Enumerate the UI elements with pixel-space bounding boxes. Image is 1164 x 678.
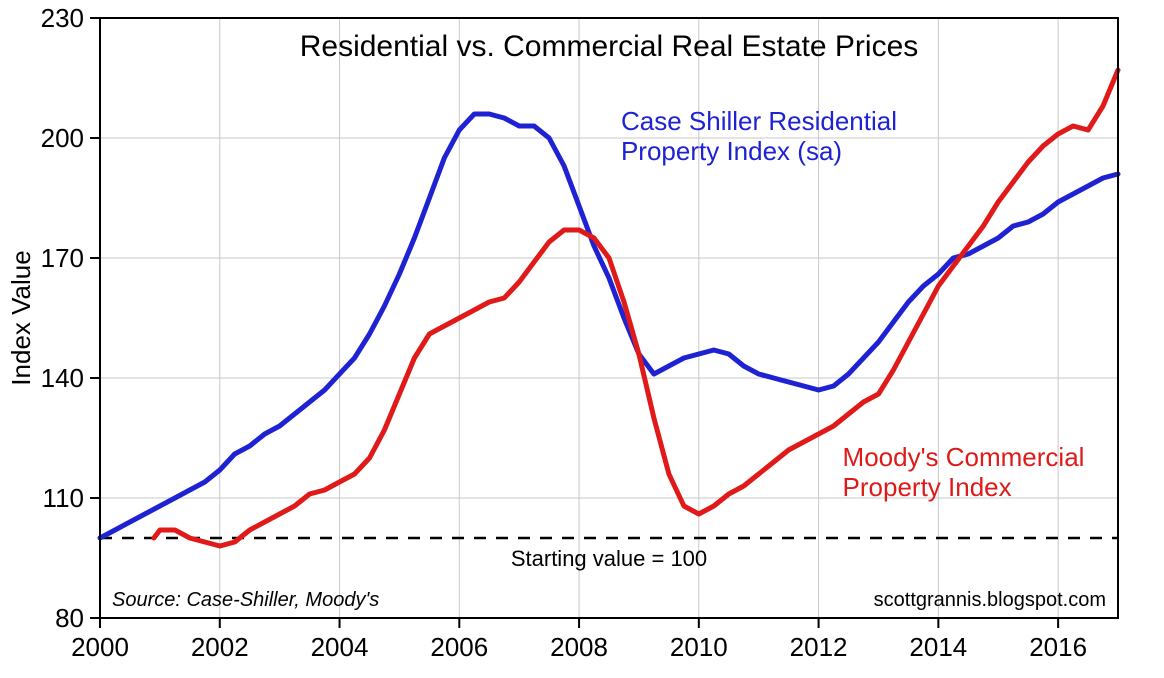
x-tick-label: 2014 — [909, 632, 967, 662]
chart-title: Residential vs. Commercial Real Estate P… — [300, 30, 919, 63]
credit-text: scottgrannis.blogspot.com — [874, 589, 1106, 611]
y-tick-label: 170 — [41, 243, 84, 273]
x-tick-label: 2006 — [430, 632, 488, 662]
y-tick-label: 110 — [43, 483, 84, 513]
y-tick-label: 230 — [41, 3, 84, 33]
moodys-label: Property Index — [843, 472, 1012, 502]
x-tick-label: 2000 — [71, 632, 129, 662]
case-shiller-label: Case Shiller Residential — [621, 106, 897, 136]
x-tick-label: 2002 — [191, 632, 249, 662]
x-tick-label: 2008 — [550, 632, 608, 662]
x-tick-label: 2012 — [790, 632, 848, 662]
y-tick-label: 200 — [41, 123, 84, 153]
y-tick-label: 140 — [41, 363, 84, 393]
y-axis-label: Index Value — [6, 250, 36, 385]
real-estate-chart: 80 110 140 170 200 230 2000 2002 2004 2006 2008 201… — [0, 0, 1164, 678]
x-tick-label: 2010 — [670, 632, 728, 662]
x-tick-label: 2004 — [311, 632, 369, 662]
source-text: Source: Case-Shiller, Moody's — [112, 589, 379, 611]
moodys-label: Moody's Commercial — [843, 442, 1085, 472]
baseline-label: Starting value = 100 — [511, 546, 707, 571]
case-shiller-label: Property Index (sa) — [621, 136, 842, 166]
x-tick-label: 2016 — [1029, 632, 1087, 662]
y-tick-label: 80 — [55, 603, 84, 633]
